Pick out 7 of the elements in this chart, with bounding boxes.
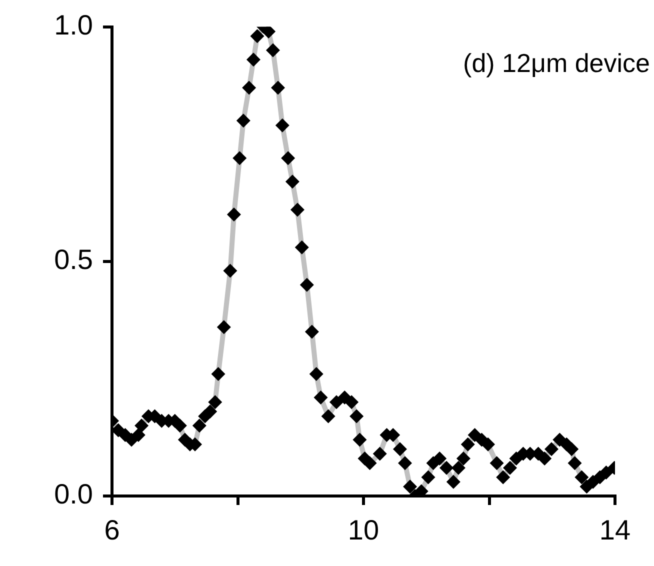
y-tick-label: 0.5 [54, 244, 93, 276]
x-tick-label: 14 [599, 514, 631, 546]
y-tick-label: 1.0 [54, 10, 93, 41]
y-tick-label: 0.0 [54, 478, 93, 510]
x-tick-label: 6 [104, 514, 120, 546]
annotation: (d) 12μm device [463, 48, 650, 78]
x-tick-label: 10 [348, 514, 380, 546]
